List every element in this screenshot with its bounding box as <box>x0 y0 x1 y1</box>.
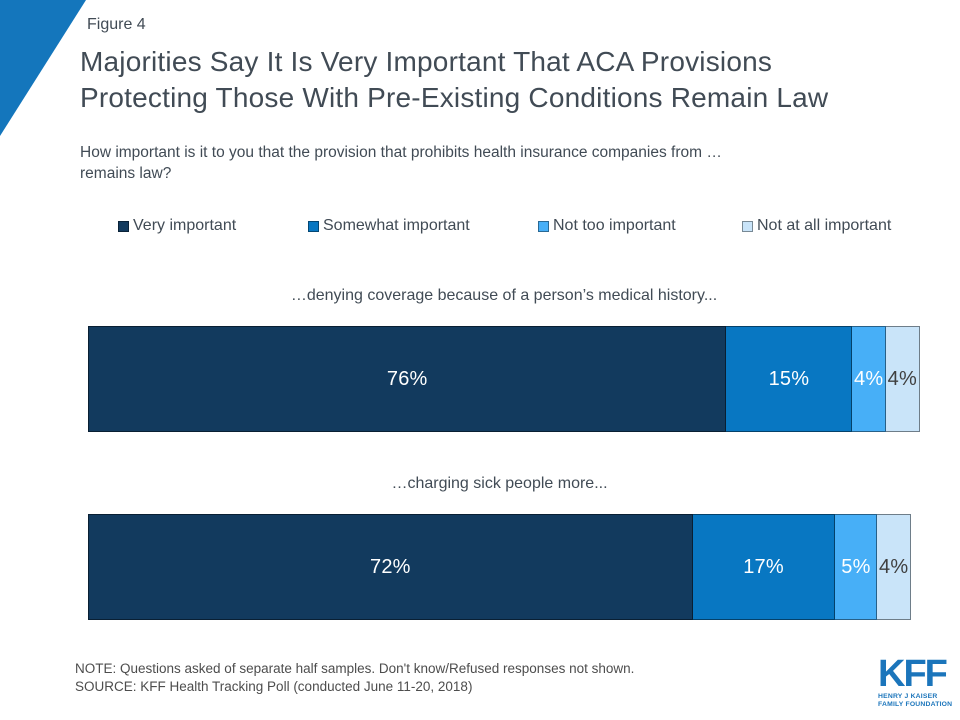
legend: Very important Somewhat important Not too … <box>0 216 960 238</box>
bar-segment-label: 4% <box>854 367 884 390</box>
legend-swatch-icon <box>118 220 129 232</box>
bar-segment-very-important: 76% <box>88 326 727 432</box>
bar-segment-not-too-important: 4% <box>852 326 886 432</box>
kff-logo-subtext-line-1: HENRY J KAISER <box>878 693 938 700</box>
title-line-2: Protecting Those With Pre-Existing Condi… <box>80 82 829 113</box>
legend-label: Not too important <box>553 217 676 234</box>
legend-label: Not at all important <box>757 217 892 234</box>
kff-logo-text: KFF <box>878 653 948 695</box>
legend-swatch-icon <box>308 220 319 232</box>
footnote: NOTE: Questions asked of separate half s… <box>75 660 634 695</box>
stacked-bar: 72% 17% 5% 4% <box>88 514 911 620</box>
survey-question-line-1: How important is it to you that the prov… <box>80 144 722 161</box>
bar-segment-label: 76% <box>386 367 428 390</box>
source-text: SOURCE: KFF Health Tracking Poll (conduc… <box>75 678 473 694</box>
legend-swatch-icon <box>538 220 549 232</box>
survey-question-line-2: remains law? <box>80 165 172 182</box>
bar-segment-label: 15% <box>768 367 810 390</box>
title-line-1: Majorities Say It Is Very Important That… <box>80 46 773 77</box>
legend-item-somewhat-important: Somewhat important <box>308 216 470 236</box>
chart-block-1: …charging sick people more... 72% 17% 5% 4% <box>88 474 911 620</box>
bar-segment-not-at-all-important: 4% <box>885 326 920 432</box>
kff-logo-subtext: HENRY J KAISER FAMILY FOUNDATION <box>878 693 958 708</box>
legend-label: Very important <box>133 217 237 234</box>
figure-label: Figure 4 <box>87 16 146 33</box>
bar-segment-not-at-all-important: 4% <box>877 514 911 620</box>
bar-segment-somewhat-important: 17% <box>692 514 836 620</box>
corner-accent-triangle <box>0 0 86 136</box>
stacked-bar: 76% 15% 4% 4% <box>88 326 920 432</box>
legend-label: Somewhat important <box>323 217 470 234</box>
bar-segment-somewhat-important: 15% <box>726 326 853 432</box>
legend-item-not-at-all-important: Not at all important <box>742 216 891 236</box>
bar-segment-label: 4% <box>887 367 917 390</box>
legend-swatch-icon <box>742 220 753 232</box>
bar-segment-label: 4% <box>879 555 909 578</box>
bar-title: …charging sick people more... <box>391 475 608 492</box>
kff-logo: KFF HENRY J KAISER FAMILY FOUNDATION <box>878 653 958 708</box>
note-text: NOTE: Questions asked of separate half s… <box>75 661 635 676</box>
bar-title: …denying coverage because of a person’s … <box>290 287 718 304</box>
kff-logo-subtext-line-2: FAMILY FOUNDATION <box>878 700 953 708</box>
bar-segment-very-important: 72% <box>88 514 693 620</box>
legend-item-very-important: Very important <box>118 216 236 236</box>
chart-block-0: …denying coverage because of a person’s … <box>88 286 920 432</box>
bar-segment-label: 17% <box>743 555 784 578</box>
bar-segment-label: 5% <box>841 555 871 578</box>
legend-item-not-too-important: Not too important <box>538 216 676 236</box>
page-title: Majorities Say It Is Very Important That… <box>80 44 828 116</box>
bar-segment-label: 72% <box>370 555 411 578</box>
survey-question: How important is it to you that the prov… <box>80 142 722 184</box>
bar-segment-not-too-important: 5% <box>835 514 878 620</box>
